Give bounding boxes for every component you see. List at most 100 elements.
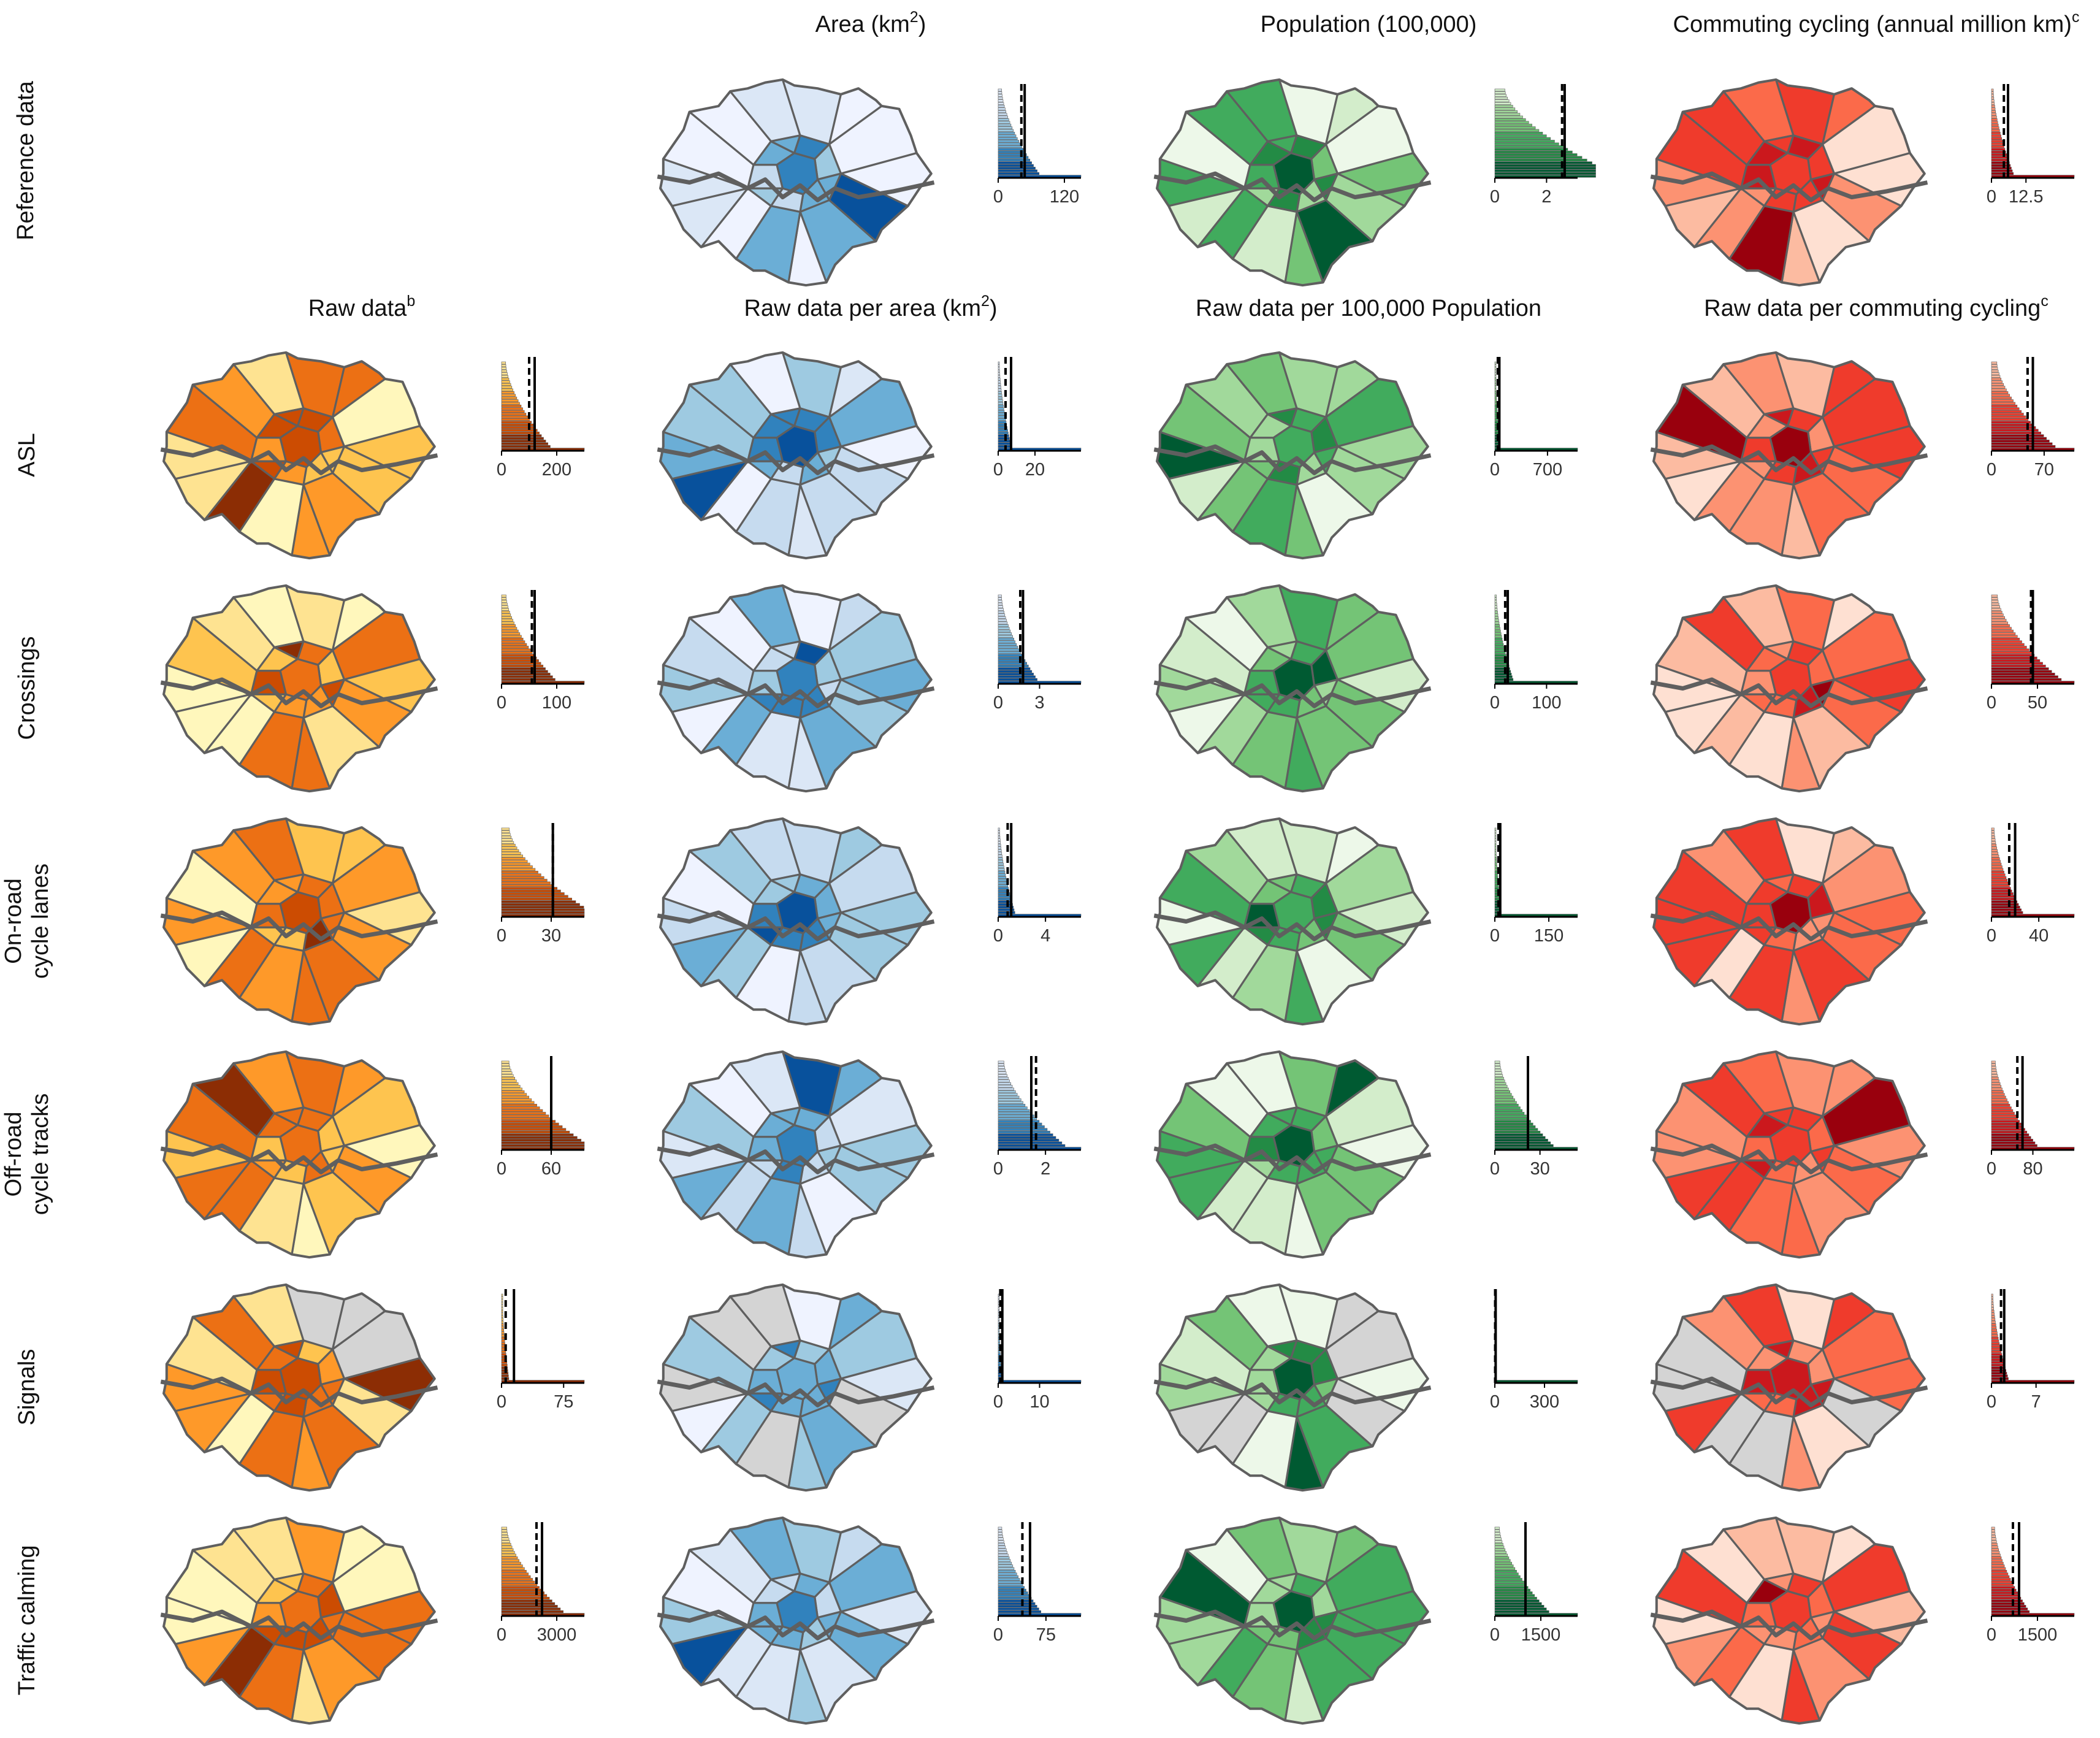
histogram-bar (1494, 158, 1587, 162)
borough-24 (776, 657, 819, 702)
histogram-bar (998, 434, 1009, 437)
histogram-bar (1991, 667, 2049, 670)
histogram-bar (998, 1079, 1010, 1082)
histogram-bar (1494, 619, 1499, 622)
histogram-bar (501, 383, 511, 386)
histogram-bar (501, 624, 516, 627)
histogram-bar (1991, 889, 2012, 892)
histogram-bar (1494, 1599, 1540, 1602)
histogram-bar (1494, 597, 1497, 600)
row-3-panel-4-map (1650, 817, 1928, 1026)
histogram-bar (1991, 1315, 1995, 1319)
histogram-bar (1991, 156, 2008, 159)
histogram-bar (1991, 1130, 2028, 1134)
histogram-bar (998, 1120, 1040, 1123)
histogram-bar (998, 1098, 1021, 1101)
histogram-bar (501, 1610, 563, 1614)
histogram-bar (998, 402, 1004, 405)
histogram-bar (998, 96, 1003, 100)
histogram-bar (1991, 860, 2001, 863)
row-1-panel-2-histogram: 0 20 (993, 357, 1082, 480)
histogram-bar (1991, 402, 2015, 405)
histogram-bar (1494, 1114, 1527, 1117)
histogram-bar (1991, 140, 2003, 143)
row-4-panel-4: 0 80 (1650, 1050, 2075, 1259)
row-3-panel-2-map (657, 817, 935, 1026)
x-tick-label: 0 (993, 187, 1003, 207)
histogram-bar (998, 873, 1006, 876)
histogram-bar (998, 396, 1002, 400)
histogram-bar (998, 613, 1006, 616)
histogram-bar (501, 1125, 563, 1128)
histogram-bar (998, 830, 1000, 833)
thames-river (160, 910, 438, 941)
histogram-bar (501, 1537, 510, 1541)
histogram-bar (1494, 673, 1512, 676)
x-tick-label: 30 (1530, 1159, 1550, 1179)
histogram-bar (501, 1529, 508, 1533)
x-tick-label: 3000 (537, 1625, 577, 1645)
borough-24 (1272, 424, 1316, 469)
histogram-bar (501, 857, 525, 860)
histogram-bar (1494, 827, 1497, 830)
histogram-bar (501, 1602, 556, 1605)
histogram-bar (501, 667, 546, 670)
histogram-bar (1991, 862, 2002, 866)
histogram-bar (1991, 1082, 2001, 1085)
histogram-bar (1494, 1130, 1541, 1134)
histogram-bar (1991, 442, 2053, 445)
london-outline (1156, 1050, 1429, 1259)
x-tick-label: 700 (1533, 460, 1562, 480)
histogram-bar (1494, 367, 1497, 370)
histogram-bar (1494, 1588, 1530, 1591)
histogram-bar (1494, 632, 1502, 635)
histogram-bar (1494, 410, 1498, 413)
histogram-bar (998, 137, 1018, 140)
histogram-bar (1991, 96, 1995, 100)
histogram-bar (1991, 1363, 2005, 1367)
borough-24 (776, 1124, 819, 1168)
histogram-bar (1494, 1104, 1519, 1107)
histogram-bar (1494, 670, 1511, 673)
histogram-bar (998, 1060, 1004, 1063)
histogram-bar (501, 873, 541, 876)
histogram-bar (1494, 1139, 1548, 1142)
x-tick-label: 0 (497, 1159, 506, 1179)
histogram-bar (998, 1561, 1012, 1565)
histogram-bar (501, 388, 513, 391)
histogram-bar (501, 616, 512, 619)
histogram-bar (998, 88, 1002, 91)
histogram-bar (1494, 849, 1497, 852)
thames-river (1650, 444, 1928, 475)
histogram-bar (501, 1315, 503, 1319)
histogram-bar (1991, 1326, 1997, 1329)
histogram-bar (1494, 860, 1497, 863)
histogram-bar (1494, 1125, 1536, 1128)
histogram-bar (1494, 1586, 1529, 1589)
histogram-bar (998, 1526, 1002, 1529)
histogram-bar (501, 841, 514, 844)
histogram-bar (1991, 1345, 2001, 1348)
histogram-bar (1494, 844, 1497, 847)
histogram-bar (998, 113, 1007, 116)
histogram-bar (998, 1114, 1035, 1117)
histogram-bar (501, 1060, 510, 1063)
histogram-bar (501, 407, 523, 410)
histogram-bar (1494, 372, 1497, 375)
histogram-bar (501, 889, 561, 892)
row-label-line: Signals (14, 1349, 40, 1426)
histogram-bar (1991, 1128, 2025, 1131)
thames-river (657, 1376, 935, 1407)
histogram-bar (501, 367, 506, 370)
histogram-bar (501, 402, 520, 405)
histogram-bar (1991, 1133, 2029, 1136)
histogram-bar (998, 1586, 1025, 1589)
histogram-bar (1494, 115, 1523, 118)
histogram-bar (1991, 1610, 2030, 1614)
histogram-bar (998, 597, 1002, 600)
histogram-bar (1494, 1594, 1535, 1597)
histogram-bar (998, 378, 1001, 381)
london-outline (1156, 817, 1429, 1026)
row-label-line: cycle lanes (28, 863, 53, 979)
